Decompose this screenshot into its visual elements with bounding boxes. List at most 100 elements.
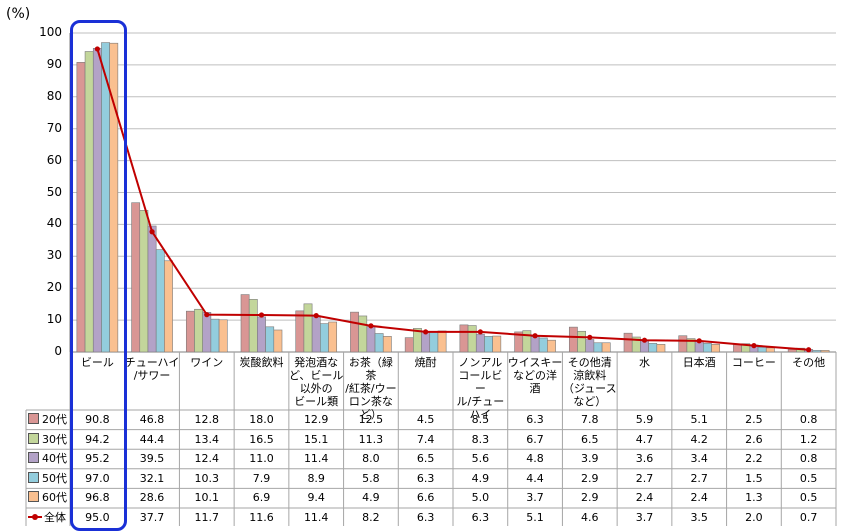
table-cell: 2.5	[745, 413, 763, 426]
category-label: ノンアル コールビー ル/チュー ハイ	[453, 352, 508, 421]
category-label-line: ロン茶な	[348, 395, 393, 408]
category-label-text: 日本酒	[683, 356, 716, 369]
bar	[358, 315, 368, 353]
table-cell: 7.8	[581, 413, 599, 426]
table-cell: 44.4	[139, 432, 165, 446]
table-cell: 4.9	[471, 471, 490, 485]
line-point	[587, 334, 593, 340]
table-cell: 6.3	[416, 511, 435, 524]
table-cell: 11.0	[249, 452, 274, 466]
table-cell: 6.5	[416, 452, 435, 466]
bar	[164, 260, 173, 353]
legend-row-text: 30代	[42, 432, 67, 446]
table-cell: 37.7	[139, 511, 165, 524]
category-label-text: 水	[639, 356, 650, 369]
category-label-text: その他清 涼飲料 （ジュース など）	[563, 356, 617, 408]
category-label-line: など）	[573, 395, 607, 408]
category-label-line: /紅茶/ウー	[345, 382, 397, 395]
bar	[202, 312, 212, 353]
category-label-line: （ジュース	[562, 382, 617, 395]
table-cell: 0.5	[799, 491, 818, 505]
table-cell: 6.7	[526, 432, 544, 446]
category-label-line: 発泡酒な	[294, 356, 339, 369]
table-cell: 5.0	[471, 491, 490, 505]
legend-swatch	[28, 413, 39, 424]
category-label-line: ノンアル	[458, 356, 503, 369]
bar	[459, 324, 469, 353]
category-label-line: コールビー	[458, 369, 503, 395]
table-cell: 4.6	[581, 511, 599, 524]
table-cell: 2.4	[690, 491, 708, 505]
category-label-line: コーヒー	[731, 356, 776, 369]
y-tick-label: 90	[46, 56, 62, 71]
category-label-line: 日本酒	[682, 356, 716, 369]
bar	[820, 350, 830, 353]
table-cell: 4.8	[526, 452, 544, 466]
line-point	[806, 347, 812, 353]
legend-row-label: 50代	[26, 469, 70, 489]
table-cell: 8.9	[307, 471, 325, 485]
y-tick-label: 10	[46, 312, 62, 327]
bar	[437, 330, 447, 353]
bar	[240, 294, 250, 353]
bar	[366, 326, 376, 353]
table-cell: 6.6	[416, 491, 435, 505]
y-tick-label: 100	[39, 25, 62, 39]
legend-row-label: 20代	[26, 410, 70, 430]
bar	[568, 326, 578, 353]
bar	[475, 333, 485, 353]
category-label: その他	[781, 352, 836, 410]
category-label: 水	[617, 352, 672, 410]
table-cell: 1.2	[799, 432, 818, 446]
y-tick-label: 30	[46, 248, 62, 263]
table-cell: 97.0	[85, 471, 110, 485]
table-cell: 6.3	[526, 413, 544, 426]
line-point	[149, 229, 155, 235]
table-cell: 4.9	[362, 491, 380, 505]
line-point	[313, 313, 319, 319]
category-label-line: 炭酸飲料	[239, 356, 284, 369]
y-tick-label: 40	[46, 216, 62, 231]
line-point	[94, 46, 100, 52]
category-label: その他清 涼飲料 （ジュース など）	[562, 352, 617, 410]
category-label: チューハイ/サワー	[125, 352, 180, 410]
y-tick-label: 20	[46, 280, 62, 295]
table-cell: 12.8	[194, 413, 220, 426]
table-cell: 0.8	[799, 413, 818, 426]
legend-swatch	[28, 452, 39, 464]
table-cell: 2.9	[581, 471, 599, 485]
legend-swatch	[28, 432, 39, 444]
bar	[711, 344, 721, 353]
table-cell: 28.6	[139, 491, 165, 505]
bar	[257, 316, 266, 353]
category-label: 焼酎	[398, 352, 453, 410]
category-label-line: その他清	[567, 356, 612, 369]
category-label-line: ル/チュー	[456, 395, 505, 408]
table-cell: 2.4	[635, 491, 654, 505]
category-label-text: ワイン	[190, 356, 223, 369]
category-label: ワイン	[179, 352, 234, 410]
bar	[577, 330, 586, 353]
category-label-line: ワイン	[190, 356, 224, 369]
category-label-text: ウイスキー などの洋酒	[508, 356, 563, 395]
bar	[194, 308, 203, 353]
line-point	[204, 312, 210, 318]
bar	[382, 336, 392, 353]
category-label-line: /サワー	[133, 369, 171, 382]
bar	[185, 310, 195, 353]
bar	[484, 336, 493, 353]
category-label-text: ノンアル コールビー ル/チュー ハイ	[453, 356, 508, 421]
category-label-line: お茶（緑茶	[348, 356, 393, 382]
table-cell: 4.5	[416, 413, 435, 426]
line-point	[641, 337, 648, 343]
category-label-line: ど、ビール	[288, 369, 344, 382]
table-cell: 12.5	[358, 413, 384, 426]
bar	[210, 318, 220, 353]
bar	[109, 42, 119, 353]
bar	[678, 335, 688, 353]
bar	[218, 319, 228, 353]
category-label-line: ハイ	[469, 408, 492, 421]
table-cell: 10.3	[194, 471, 220, 485]
bar	[522, 330, 532, 353]
category-label: ビール	[70, 352, 125, 410]
